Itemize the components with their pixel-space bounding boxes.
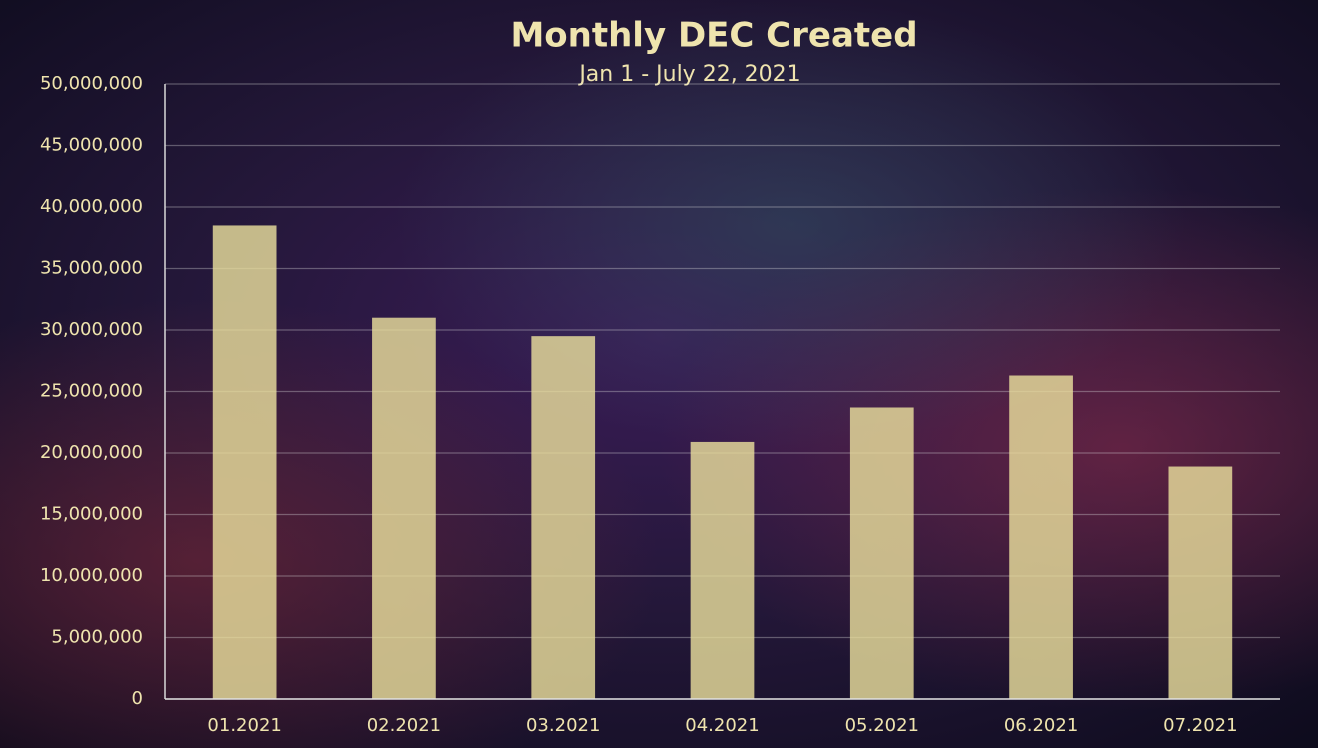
x-tick-label: 06.2021 xyxy=(1004,715,1078,736)
chart-title: Monthly DEC Created xyxy=(510,16,917,56)
y-tick-label: 35,000,000 xyxy=(40,258,143,279)
x-tick-label: 07.2021 xyxy=(1163,715,1237,736)
chart-subtitle: Jan 1 - July 22, 2021 xyxy=(577,62,800,87)
bar xyxy=(1009,375,1073,699)
bar xyxy=(849,407,914,699)
x-tick-label: 03.2021 xyxy=(526,715,600,736)
y-tick-label: 15,000,000 xyxy=(40,504,143,525)
bar xyxy=(372,317,436,699)
x-tick-label: 04.2021 xyxy=(685,715,759,736)
y-tick-label: 0 xyxy=(132,688,143,709)
y-tick-label: 45,000,000 xyxy=(40,135,143,156)
x-tick-label: 02.2021 xyxy=(367,715,441,736)
bar xyxy=(690,441,755,699)
y-tick-label: 30,000,000 xyxy=(40,319,143,340)
x-tick-label: 05.2021 xyxy=(845,715,919,736)
y-tick-label: 50,000,000 xyxy=(40,73,143,94)
y-tick-label: 40,000,000 xyxy=(40,196,143,217)
bar xyxy=(212,225,277,699)
bar xyxy=(1168,466,1233,699)
y-tick-label: 10,000,000 xyxy=(40,565,143,586)
bar xyxy=(531,336,596,699)
x-tick-label: 01.2021 xyxy=(207,715,281,736)
y-tick-label: 5,000,000 xyxy=(51,627,143,648)
y-tick-label: 20,000,000 xyxy=(40,442,143,463)
y-tick-label: 25,000,000 xyxy=(40,381,143,402)
